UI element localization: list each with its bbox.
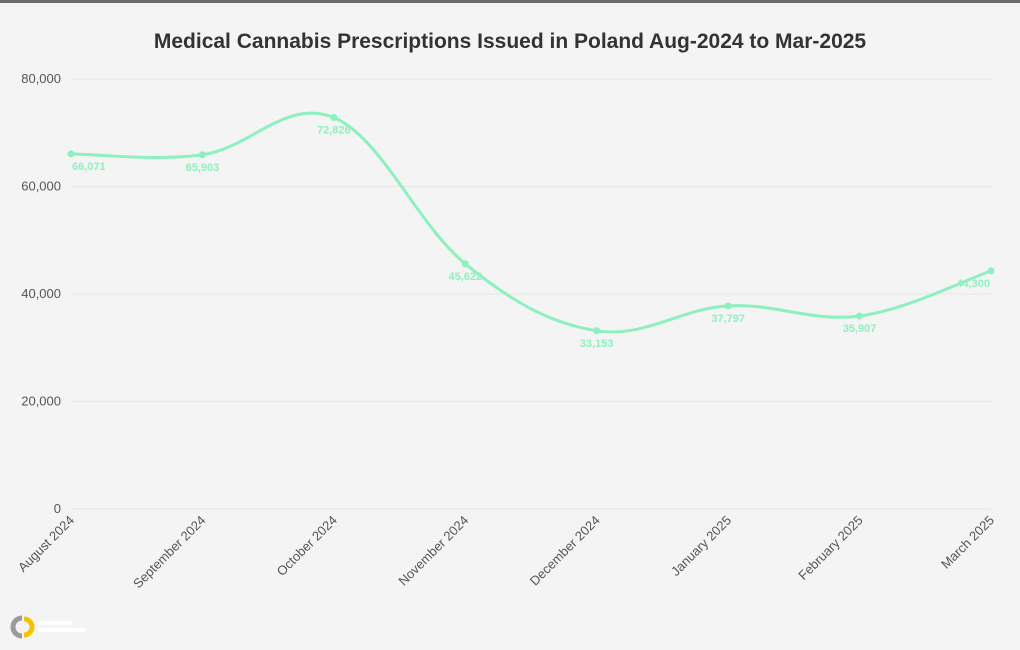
x-tick-label: February 2025	[795, 513, 865, 583]
data-point	[724, 302, 732, 310]
data-label: 72,826	[317, 125, 351, 137]
data-label: 66,071	[72, 161, 106, 173]
x-tick-label: September 2024	[130, 513, 209, 592]
data-point	[593, 327, 601, 335]
data-point	[67, 150, 75, 158]
x-tick-label: January 2025	[668, 513, 734, 579]
brand-logo-icon	[10, 615, 86, 639]
chart-title: Medical Cannabis Prescriptions Issued in…	[153, 30, 867, 53]
data-label: 45,622	[448, 271, 482, 283]
x-tick-label: October 2024	[274, 513, 340, 579]
y-tick-label: 20,000	[21, 394, 61, 409]
y-tick-label: 40,000	[21, 286, 61, 301]
data-labels: 66,071 65,903 72,826 45,622 33,153 37,797 35,9…	[72, 125, 990, 350]
series-line	[69, 111, 993, 334]
data-label: 33,153	[580, 338, 614, 350]
data-label: 65,903	[186, 162, 220, 174]
data-label: 44,300	[956, 278, 990, 290]
x-tick-label: August 2024	[15, 513, 77, 575]
data-point	[987, 267, 995, 275]
data-points	[67, 114, 995, 335]
data-point	[461, 260, 469, 268]
x-tick-label: March 2025	[938, 513, 997, 572]
x-axis: August 2024 September 2024 October 2024 Nov…	[15, 513, 997, 592]
data-point	[856, 312, 864, 320]
data-label: 37,797	[711, 313, 745, 325]
x-tick-label: December 2024	[527, 513, 603, 589]
x-tick-label: November 2024	[395, 513, 471, 589]
y-axis: 0 20,000 40,000 60,000 80,000	[21, 71, 61, 516]
data-point	[330, 114, 338, 122]
data-label: 35,907	[843, 323, 877, 335]
data-point	[198, 151, 206, 159]
top-border	[0, 0, 1020, 3]
y-tick-label: 80,000	[21, 71, 61, 86]
gridlines	[71, 78, 991, 510]
y-tick-label: 0	[54, 501, 61, 516]
y-tick-label: 60,000	[21, 179, 61, 194]
